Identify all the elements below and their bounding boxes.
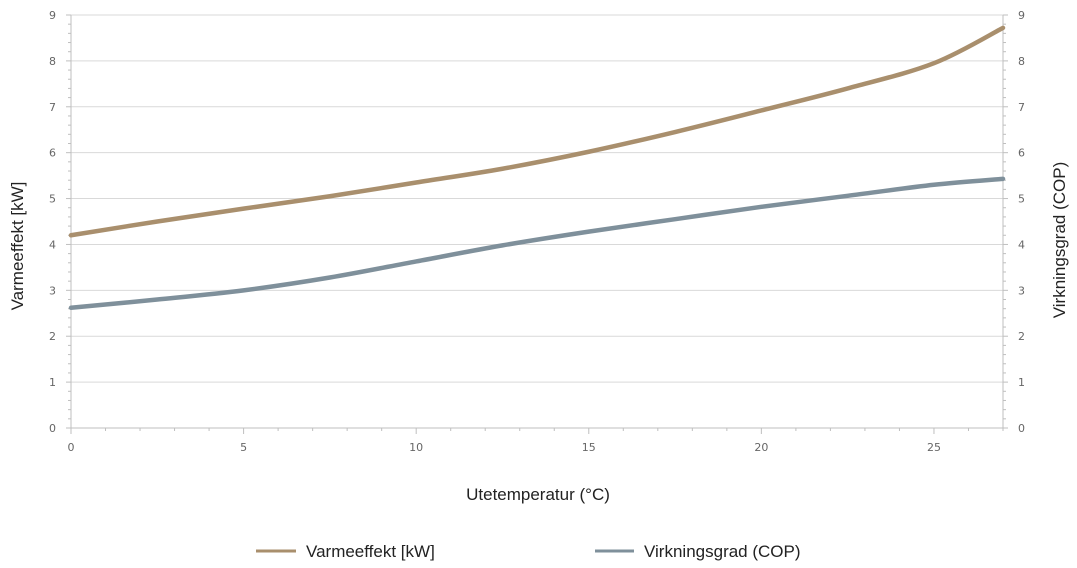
y2-tick-label: 1 [1018, 376, 1025, 389]
y-tick-label: 7 [49, 101, 56, 114]
y2-tick-label: 9 [1018, 9, 1025, 22]
series-lines [68, 25, 1006, 311]
y-tick-label: 9 [49, 9, 56, 22]
y2-tick-label: 3 [1018, 284, 1025, 297]
y2-tick-label: 4 [1018, 238, 1025, 251]
y2-tick-label: 5 [1018, 193, 1025, 206]
x-tick-label: 0 [68, 441, 75, 454]
y-tick-label: 2 [49, 330, 56, 343]
y-tick-label: 0 [49, 422, 56, 435]
legend-label-varmeeffekt: Varmeeffekt [kW] [306, 542, 435, 561]
x-tick-label: 5 [240, 441, 247, 454]
y-tick-label: 4 [49, 238, 56, 251]
y2-tick-label: 8 [1018, 55, 1025, 68]
y2-tick-label: 0 [1018, 422, 1025, 435]
x-tick-label: 20 [754, 441, 768, 454]
grid-lines [71, 14, 1003, 383]
y-tick-label: 3 [49, 284, 56, 297]
x-tick-label: 25 [927, 441, 941, 454]
legend-label-cop: Virkningsgrad (COP) [644, 542, 801, 561]
y2-tick-label: 6 [1018, 147, 1025, 160]
y-tick-label: 5 [49, 193, 56, 206]
y2-axis-title: Virkningsgrad (COP) [1050, 162, 1069, 319]
series-line-varmeeffekt [68, 25, 1006, 238]
y-tick-label: 6 [49, 147, 56, 160]
y-tick-label: 8 [49, 55, 56, 68]
tick-labels: 0 5 10 15 20 25 0 1 2 3 4 5 6 7 8 9 0 1 2 3 4 5 6 7 8 9 [49, 9, 1025, 454]
axes [66, 14, 1008, 434]
series-line-cop [68, 176, 1006, 311]
y2-tick-label: 2 [1018, 330, 1025, 343]
y-tick-label: 1 [49, 376, 56, 389]
x-tick-label: 10 [409, 441, 423, 454]
x-axis-title: Utetemperatur (°C) [466, 485, 610, 504]
x-tick-label: 15 [582, 441, 596, 454]
legend: Varmeeffekt [kW] Virkningsgrad (COP) [256, 542, 801, 561]
y-axis-title: Varmeeffekt [kW] [8, 182, 27, 311]
y2-tick-label: 7 [1018, 101, 1025, 114]
